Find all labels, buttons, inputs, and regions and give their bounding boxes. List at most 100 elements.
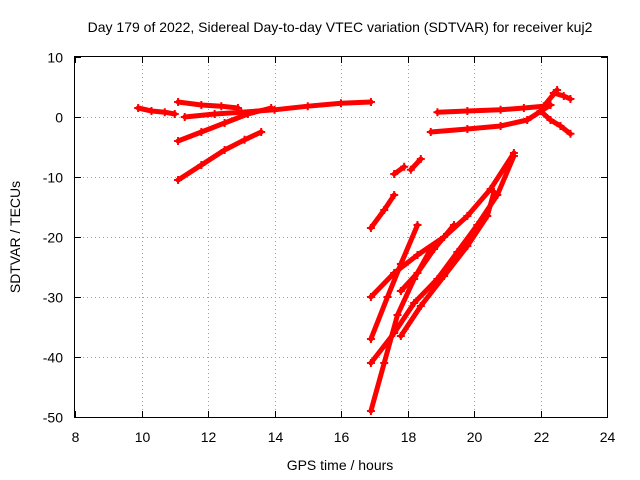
data-point (396, 260, 405, 268)
x-tick-label: 8 (72, 429, 80, 445)
series-line (408, 156, 424, 173)
data-point (410, 299, 419, 307)
data-point (393, 311, 402, 319)
series-track-c (180, 98, 375, 121)
series-line (538, 108, 573, 137)
data-point (396, 287, 405, 295)
data-point (380, 359, 389, 367)
data-point (197, 128, 206, 136)
data-point (160, 108, 169, 117)
x-tick-label: 24 (600, 429, 616, 445)
data-point (413, 221, 422, 229)
data-point (536, 107, 545, 115)
series-track-i (536, 107, 575, 138)
data-point (197, 161, 206, 169)
data-point (243, 110, 252, 118)
x-tick-label: 20 (467, 429, 483, 445)
data-point (433, 108, 442, 117)
series-line (368, 222, 420, 342)
chart-title: Day 179 of 2022, Sidereal Day-to-day VTE… (88, 19, 593, 35)
data-point (413, 269, 422, 277)
data-point (406, 165, 415, 174)
x-tick-label: 16 (334, 429, 350, 445)
data-point (197, 101, 206, 109)
data-point (303, 102, 312, 111)
series-track-n (366, 221, 422, 343)
series-layer (134, 86, 575, 415)
data-point (496, 105, 505, 114)
data-point (366, 98, 375, 106)
y-tick-label: -40 (43, 350, 63, 366)
series-line (434, 87, 560, 115)
y-axis-label: SDTVAR / TECUs (7, 181, 23, 293)
data-point (147, 107, 156, 115)
data-point (463, 242, 472, 250)
data-point (390, 191, 399, 199)
series-line (391, 164, 407, 177)
data-point (257, 128, 266, 136)
series-track-k (406, 155, 425, 174)
data-point (549, 89, 558, 97)
y-tick-label: -30 (43, 290, 63, 306)
data-point (430, 245, 439, 253)
series-track-j (390, 162, 409, 178)
data-point (463, 107, 472, 115)
data-point (383, 293, 392, 301)
data-point (489, 188, 498, 196)
y-tick-label: -50 (43, 410, 63, 426)
data-point (396, 332, 405, 340)
series-track-r (396, 221, 459, 295)
x-tick-label: 18 (401, 429, 417, 445)
data-point (426, 128, 435, 136)
y-tick-label: -10 (43, 170, 63, 186)
data-point (174, 176, 183, 184)
data-point (240, 135, 249, 144)
series-track-l (366, 191, 399, 232)
tick-labels: 8 10 12 14 16 18 20 22 24 -50 -40 -30 -20 -10 0 10 (43, 50, 616, 446)
data-point (174, 137, 183, 145)
x-tick-label: 14 (268, 429, 284, 445)
y-tick-label: -20 (43, 230, 63, 246)
data-point (416, 302, 425, 310)
data-point (450, 221, 459, 229)
data-point (220, 146, 229, 154)
y-tick-label: 0 (55, 110, 63, 126)
x-tick-label: 12 (201, 429, 217, 445)
data-point (366, 293, 375, 301)
data-point (556, 122, 565, 130)
series-line (175, 129, 264, 183)
series-line (368, 192, 397, 231)
series-track-q (396, 188, 498, 340)
data-point (210, 110, 219, 118)
data-point (413, 251, 422, 259)
data-point (390, 170, 399, 178)
data-point (496, 122, 505, 130)
data-point (566, 95, 575, 103)
series-track-h (426, 101, 555, 136)
data-point (519, 104, 528, 112)
data-point (463, 125, 472, 133)
data-point (180, 113, 189, 121)
data-point (174, 98, 183, 106)
data-point (366, 335, 375, 343)
data-point (566, 129, 575, 138)
data-point (217, 102, 226, 111)
data-point (267, 104, 276, 112)
data-point (220, 119, 229, 127)
data-point (366, 407, 375, 415)
data-point (546, 116, 555, 124)
x-tick-label: 10 (135, 429, 151, 445)
series-line (175, 99, 241, 111)
series-track-a (134, 104, 179, 118)
plot-frame (74, 56, 608, 418)
data-point (523, 116, 532, 124)
data-point (440, 272, 449, 280)
series-track-d (174, 104, 276, 145)
x-axis-label: GPS time / hours (287, 457, 394, 473)
series-track-g (549, 89, 575, 103)
data-point (400, 162, 409, 171)
ticks (75, 57, 608, 418)
data-point (546, 101, 555, 109)
data-point (483, 212, 492, 220)
